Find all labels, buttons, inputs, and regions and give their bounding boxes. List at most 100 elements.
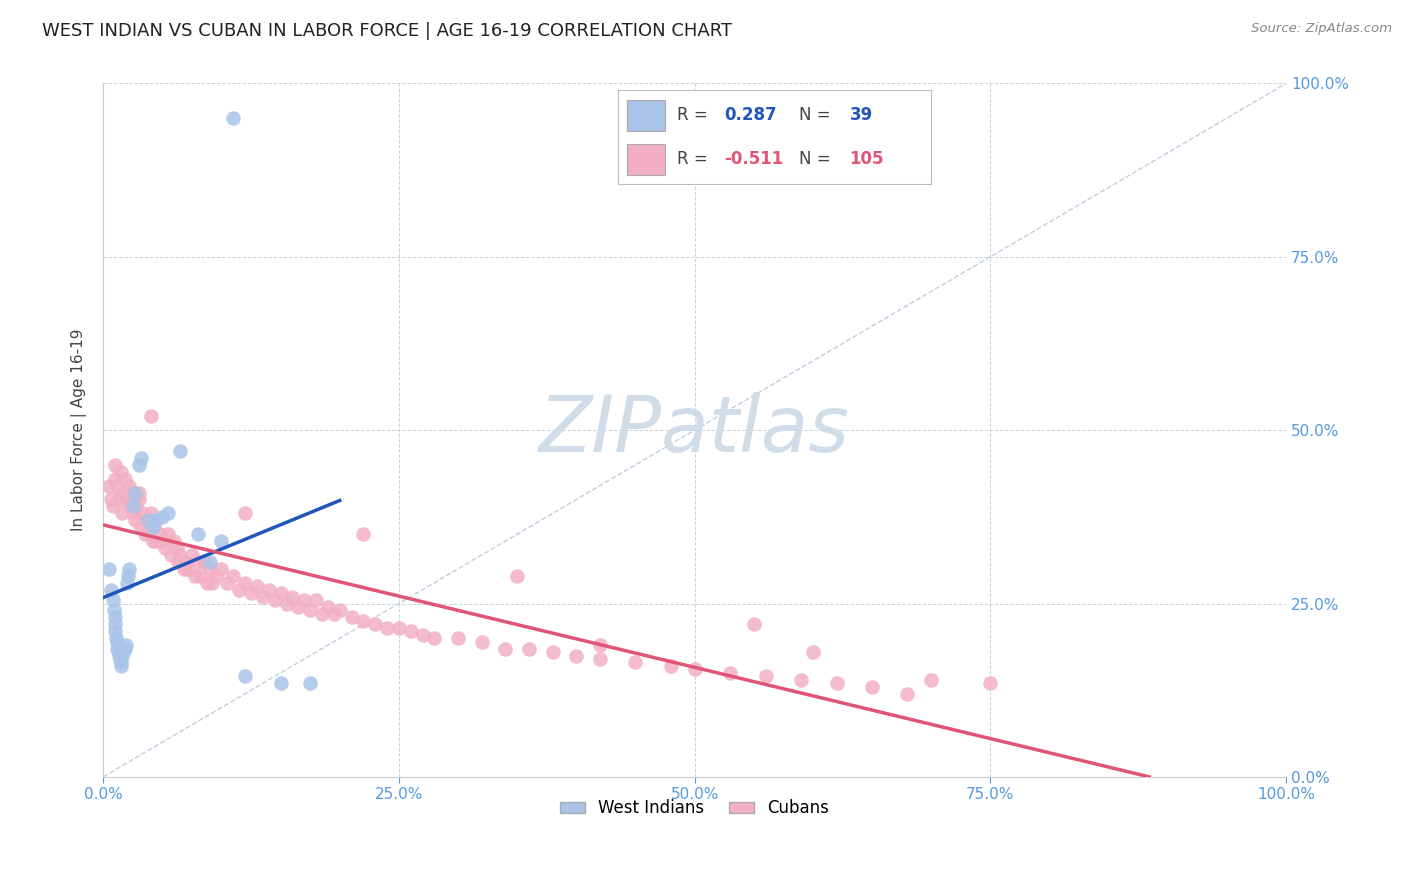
- Point: [198, 562, 221, 576]
- Point: [399, 624, 422, 639]
- Point: [104, 624, 127, 639]
- Point: [112, 485, 135, 500]
- Point: [222, 111, 245, 125]
- Point: [104, 472, 127, 486]
- Point: [107, 492, 129, 507]
- Point: [263, 593, 285, 607]
- Point: [233, 669, 256, 683]
- Point: [107, 641, 129, 656]
- Point: [340, 610, 363, 624]
- Point: [311, 607, 333, 621]
- Point: [150, 509, 173, 524]
- Point: [149, 527, 172, 541]
- Point: [159, 548, 181, 562]
- Point: [287, 599, 309, 614]
- Point: [299, 603, 322, 617]
- Point: [145, 534, 167, 549]
- Point: [115, 492, 138, 507]
- Point: [233, 507, 256, 521]
- Point: [111, 507, 134, 521]
- Point: [541, 645, 564, 659]
- Point: [979, 676, 1001, 690]
- Point: [166, 555, 188, 569]
- Point: [624, 656, 647, 670]
- Point: [198, 555, 221, 569]
- Point: [136, 513, 159, 527]
- Point: [108, 652, 131, 666]
- Text: Source: ZipAtlas.com: Source: ZipAtlas.com: [1251, 22, 1392, 36]
- Point: [659, 659, 682, 673]
- Point: [103, 603, 125, 617]
- Point: [104, 458, 127, 472]
- Point: [112, 645, 135, 659]
- Point: [174, 555, 197, 569]
- Point: [281, 590, 304, 604]
- Point: [506, 568, 529, 582]
- Point: [187, 527, 209, 541]
- Point: [292, 593, 315, 607]
- Point: [683, 662, 706, 676]
- Point: [754, 669, 776, 683]
- Point: [118, 562, 141, 576]
- Point: [128, 458, 150, 472]
- Point: [742, 617, 765, 632]
- Point: [471, 634, 494, 648]
- Point: [107, 634, 129, 648]
- Point: [157, 507, 180, 521]
- Point: [187, 555, 209, 569]
- Point: [118, 478, 141, 492]
- Point: [494, 641, 516, 656]
- Point: [204, 568, 226, 582]
- Legend: West Indians, Cubans: West Indians, Cubans: [553, 793, 837, 824]
- Point: [718, 665, 741, 680]
- Point: [412, 628, 434, 642]
- Point: [129, 520, 152, 534]
- Point: [139, 409, 162, 424]
- Point: [257, 582, 280, 597]
- Point: [98, 478, 121, 492]
- Point: [364, 617, 387, 632]
- Point: [270, 586, 292, 600]
- Point: [120, 500, 142, 514]
- Point: [195, 575, 218, 590]
- Point: [305, 593, 328, 607]
- Point: [128, 492, 150, 507]
- Point: [240, 586, 263, 600]
- Point: [136, 520, 159, 534]
- Point: [447, 631, 470, 645]
- Point: [180, 548, 202, 562]
- Point: [110, 465, 132, 479]
- Point: [101, 500, 124, 514]
- Point: [169, 444, 191, 458]
- Point: [322, 607, 344, 621]
- Point: [107, 478, 129, 492]
- Point: [252, 590, 274, 604]
- Point: [423, 631, 446, 645]
- Point: [150, 534, 173, 549]
- Point: [329, 603, 352, 617]
- Point: [157, 527, 180, 541]
- Point: [589, 638, 612, 652]
- Point: [153, 541, 176, 555]
- Text: ZIPatlas: ZIPatlas: [538, 392, 851, 468]
- Point: [166, 541, 188, 555]
- Point: [100, 582, 122, 597]
- Point: [129, 450, 152, 465]
- Y-axis label: In Labor Force | Age 16-19: In Labor Force | Age 16-19: [72, 329, 87, 532]
- Point: [121, 485, 143, 500]
- Point: [222, 568, 245, 582]
- Point: [211, 534, 233, 549]
- Point: [217, 575, 239, 590]
- Point: [299, 676, 322, 690]
- Point: [114, 472, 136, 486]
- Point: [589, 652, 612, 666]
- Point: [128, 485, 150, 500]
- Point: [860, 680, 883, 694]
- Point: [184, 568, 207, 582]
- Point: [114, 638, 136, 652]
- Point: [142, 534, 165, 549]
- Point: [352, 527, 374, 541]
- Point: [124, 513, 146, 527]
- Point: [565, 648, 588, 663]
- Point: [825, 676, 848, 690]
